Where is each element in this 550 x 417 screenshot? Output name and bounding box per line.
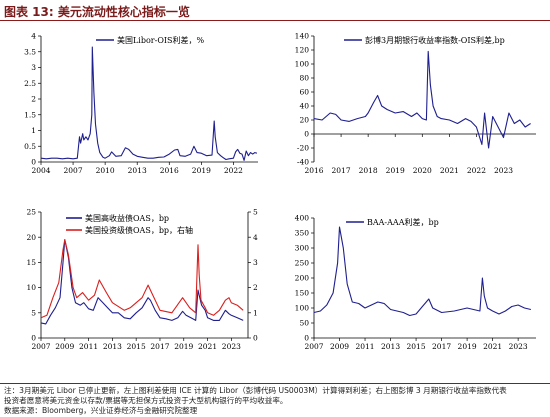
y-tick-label: 50 xyxy=(299,319,309,328)
y2-tick-label: 5 xyxy=(253,208,258,217)
x-tick-label: 2015 xyxy=(407,342,426,351)
x-tick-label: 2017 xyxy=(150,342,169,351)
y-tick-label: 0 xyxy=(304,334,309,343)
x-tick-label: 2007 xyxy=(64,166,83,175)
x-tick-label: 2011 xyxy=(355,342,374,351)
y-tick-label: 1 xyxy=(31,126,36,135)
y2-tick-label: 2 xyxy=(253,283,258,292)
legend-label-0: 彭博3月期银行收益率指数-OIS利差,bp xyxy=(365,35,505,45)
chart-header: 图表 13: 美元流动性核心指标一览 xyxy=(0,0,550,22)
x-tick-label: 2009 xyxy=(330,342,349,351)
y-tick-label: 3.5 xyxy=(24,47,36,56)
figure-title: 图表 13: 美元流动性核心指标一览 xyxy=(4,5,190,19)
series-line-1 xyxy=(40,239,244,319)
x-tick-label: 2013 xyxy=(381,342,400,351)
x-tick-label: 2021 xyxy=(198,342,217,351)
y-tick-label: 2.5 xyxy=(24,79,36,88)
y-tick-label: 140 xyxy=(295,32,310,41)
x-tick-label: 2015 xyxy=(127,342,146,351)
y-tick-label: 40 xyxy=(299,102,309,111)
x-tick-label: 2007 xyxy=(31,342,50,351)
y-tick-label: 120 xyxy=(295,46,310,55)
y-tick-label: 4 xyxy=(31,32,36,41)
x-tick-label: 2020 xyxy=(413,166,432,175)
series-line-0 xyxy=(40,46,258,161)
x-tick-label: 2007 xyxy=(304,342,323,351)
y-tick-label: 80 xyxy=(299,74,309,83)
x-tick-label: 2019 xyxy=(174,342,193,351)
footnote-line-2: 投资者愿意将美元资金以存款/票据等无担保方式投资于大型机构银行的平均收益率。 xyxy=(4,396,288,405)
y-tick-label: 100 xyxy=(295,60,310,69)
y-tick-label: 0.5 xyxy=(24,142,36,151)
y2-tick-label: 4 xyxy=(253,233,258,242)
y-tick-label: 250 xyxy=(295,259,310,268)
x-tick-label: 2019 xyxy=(386,166,405,175)
legend-label-0: 美国Libor-OIS利差，% xyxy=(117,35,205,45)
footnote-line-1: 注：3月期美元 Libor 已停止更新，左上图利差使用 ICE 计算的 Libo… xyxy=(4,386,507,395)
y-tick-label: 5 xyxy=(31,308,36,317)
chart-panel-bank_yield_ois: -40 -20 0 20 40 60 80 100 120 140 2016 2017 2018 2019… xyxy=(295,32,536,175)
x-tick-label: 2021 xyxy=(483,342,502,351)
header-rule xyxy=(0,20,550,21)
y-tick-label: -20 xyxy=(297,144,309,153)
y-tick-label: 20 xyxy=(299,116,309,125)
x-tick-label: 2009 xyxy=(55,342,74,351)
y-tick-label: 300 xyxy=(295,244,310,253)
x-tick-label: 2022 xyxy=(467,166,486,175)
x-tick-label: 2016 xyxy=(304,166,323,175)
y-tick-label: 0 xyxy=(304,130,309,139)
chart-panel-libor_ois: 0 0.5 1 1.5 2 2.5 3 3.5 4 2004 2007 2010 2013 2016 201… xyxy=(24,32,258,175)
series-line-0 xyxy=(40,239,244,325)
y2-tick-label: 0 xyxy=(253,334,258,343)
y-tick-label: 1.5 xyxy=(24,110,36,119)
y2-tick-label: 3 xyxy=(253,258,258,267)
y-tick-label: 20 xyxy=(26,233,36,242)
x-tick-label: 2021 xyxy=(440,166,459,175)
x-tick-label: 2013 xyxy=(103,342,122,351)
legend-label-0: 美国高收益债OAS，bp xyxy=(85,213,169,223)
x-tick-label: 2017 xyxy=(332,166,351,175)
x-tick-label: 2017 xyxy=(432,342,451,351)
x-tick-label: 2011 xyxy=(79,342,98,351)
footer-rule xyxy=(0,383,550,384)
legend-label-1: 美国投资级债OAS，bp，右轴 xyxy=(85,225,193,235)
x-tick-label: 2023 xyxy=(509,342,528,351)
x-tick-label: 2013 xyxy=(128,166,147,175)
y-tick-label: 350 xyxy=(295,229,310,238)
x-tick-label: 2022 xyxy=(224,166,243,175)
y-tick-label: 60 xyxy=(299,88,309,97)
y2-tick-label: 1 xyxy=(253,308,258,317)
x-tick-label: 2004 xyxy=(31,166,50,175)
y-tick-label: 15 xyxy=(26,258,36,267)
y-tick-label: 200 xyxy=(295,274,310,283)
y-tick-label: 400 xyxy=(295,214,310,223)
legend-label-0: BAA-AAA利差，bp xyxy=(367,217,439,227)
x-tick-label: 2018 xyxy=(359,166,378,175)
x-tick-label: 2019 xyxy=(458,342,477,351)
x-tick-label: 2016 xyxy=(160,166,179,175)
y-tick-label: 0 xyxy=(31,158,36,167)
x-tick-label: 2019 xyxy=(192,166,211,175)
y-tick-label: 0 xyxy=(31,334,36,343)
x-tick-label: 2023 xyxy=(494,166,513,175)
y-tick-label: -40 xyxy=(297,158,309,167)
y-tick-label: 2 xyxy=(31,95,36,104)
y-tick-label: 10 xyxy=(26,283,36,292)
series-line-0 xyxy=(313,226,532,317)
y-tick-label: 3 xyxy=(31,63,36,72)
y-tick-label: 150 xyxy=(295,289,310,298)
y-tick-label: 25 xyxy=(26,208,36,217)
x-tick-label: 2023 xyxy=(222,342,241,351)
source-line: 数据来源：Bloomberg，兴业证券经济与金融研究院整理 xyxy=(4,406,198,415)
y-tick-label: 100 xyxy=(295,304,310,313)
series-line-0 xyxy=(313,50,531,149)
x-tick-label: 2010 xyxy=(96,166,115,175)
chart-panel-baa_aaa: 0 50 100 150 200 250 300 350 400 2007 2009 2011 2013… xyxy=(295,214,536,351)
